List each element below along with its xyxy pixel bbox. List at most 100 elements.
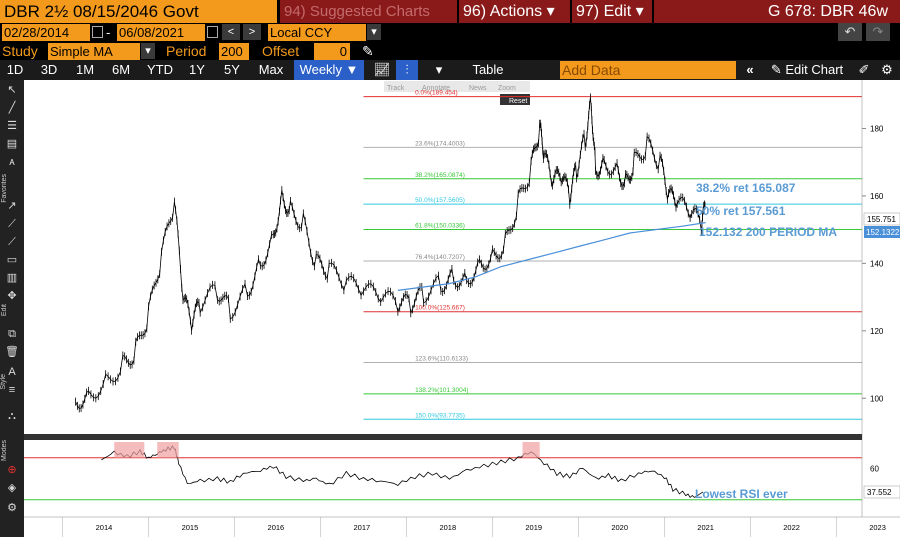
pencil-icon[interactable]: ✎ [362,43,374,59]
period-input[interactable]: 200 [219,43,249,60]
trend-tool-icon[interactable]: ⟋ [8,236,16,248]
currency-select[interactable]: Local CCY [268,24,366,41]
hline-tool-icon[interactable]: ▭ [6,254,18,266]
font-icon[interactable]: A [8,366,16,378]
period-button-1y[interactable]: 1Y [189,62,205,77]
ray-tool-icon[interactable]: ⟋ [8,218,16,230]
period-button-1m[interactable]: 1M [75,62,95,77]
fib-level-label: 76.4%(140.7207) [415,254,465,261]
mini-toolbar: Track Annotate News Zoom Reset [384,81,530,105]
collapse-icon[interactable]: « [746,62,754,77]
cursor-icon[interactable]: ↖ [7,84,17,96]
table-button[interactable]: Table [472,62,504,77]
time-axis-label: 2014 [96,523,113,532]
price-chart-svg[interactable]: Track Annotate News Zoom Reset 0.0%(189.… [24,80,900,537]
previous-period-button[interactable]: < [222,24,240,40]
vline-tool-icon[interactable]: ▥ [6,272,18,284]
time-axis-label: 2022 [783,523,800,532]
period-button-ytd[interactable]: YTD [147,62,173,77]
fib50-annotation: 50% ret 157.561 [696,204,786,218]
time-axis-label: 2016 [268,523,285,532]
text-tool-icon[interactable]: ᴀ [9,156,15,168]
modes-label: Modes [1,440,8,462]
calendar-icon[interactable] [207,26,218,38]
chevron-down-icon[interactable]: ▾ [367,24,381,40]
fib-level-label: 100.0%(125.667) [415,305,465,312]
edit-chart-button[interactable]: ✎ Edit Chart [764,60,850,80]
time-axis-label: 2017 [353,523,370,532]
reset-button[interactable]: Reset [509,98,527,105]
fib382-annotation: 38.2% ret 165.087 [696,181,796,195]
drawing-icon[interactable]: ✐ [858,62,870,77]
delete-icon[interactable]: 🗑︎ [5,346,19,358]
moving-average-line [397,222,706,291]
study-bar: Study Simple MA ▾ Period 200 Offset 0 ✎ [0,42,900,60]
price-axis-label: 180 [870,124,884,133]
study-type-select[interactable]: Simple MA [48,43,140,60]
rsi-line [101,445,704,499]
period-label: Period [166,43,207,59]
time-axis-label: 2018 [439,523,456,532]
next-period-button[interactable]: > [243,24,261,40]
ma-value-tag: 152.1322 [866,228,900,237]
panel-divider[interactable] [24,434,862,440]
rsi-value-tag: 37.552 [867,488,892,497]
ma-annotation: 152.132 200 PERIOD MA [699,225,837,239]
security-ticker[interactable]: DBR 2½ 08/15/2046 Govt [0,0,277,23]
chevron-down-icon[interactable]: ▾ [435,62,443,77]
fib-tool-icon[interactable]: ☰ [7,120,17,132]
period-button-5y[interactable]: 5Y [224,62,240,77]
copy-icon[interactable]: ⧉ [8,328,16,340]
crosshair-icon[interactable]: ⊕ [7,464,17,476]
track-button[interactable]: Track [387,85,405,92]
axes: 100 120 140 160 180 60 2014 2015 2016 2017 2018 201… [24,80,900,537]
start-date-field[interactable]: 02/28/2014 [2,24,90,41]
news-button[interactable]: News [469,85,487,92]
pencil-icon: ✎ [770,62,786,77]
suggested-charts-button[interactable]: 94) Suggested Charts [280,0,457,23]
line-style-icon[interactable]: ≡ [8,384,16,396]
edit-menu[interactable]: 97) Edit ▾ [572,0,652,23]
edit-label: Edit [1,304,8,317]
rsi-overbought-fill [114,442,145,458]
gear-icon[interactable]: ⚙ [881,62,893,77]
offset-label: Offset [262,43,300,59]
frequency-select[interactable]: Weekly ▼ [294,60,364,80]
calendar-icon[interactable] [92,26,103,38]
offset-input[interactable]: 0 [314,43,350,60]
actions-menu[interactable]: 96) Actions ▾ [459,0,570,23]
add-data-input[interactable]: Add Data [560,61,736,79]
annotate-button[interactable]: Annotate [422,85,450,92]
gear-icon[interactable]: ⚙ [7,502,17,514]
edit-chart-label: Edit Chart [785,62,844,77]
price-axis-label: 120 [870,327,884,336]
bar-chart-icon[interactable]: ⫶ [396,60,418,80]
end-date-field[interactable]: 06/08/2021 [117,24,205,41]
move-icon[interactable]: ✥ [7,290,17,302]
redo-icon[interactable]: ↷ [866,23,890,41]
chevron-down-icon[interactable]: ▾ [141,43,155,59]
time-axis-label: 2021 [697,523,714,532]
period-button-3d[interactable]: 3D [40,62,58,77]
chart-area[interactable]: Track Annotate News Zoom Reset 0.0%(189.… [24,80,900,537]
price-axis-label: 100 [870,394,884,403]
magnet-icon[interactable]: ⛬ [8,410,16,422]
fib-level-label: 150.0%(93.7735) [415,412,465,419]
period-button-max[interactable]: Max [258,62,284,77]
line-tool-icon[interactable]: ╱ [8,102,16,114]
fib-level-label: 38.2%(165.0874) [415,172,465,179]
fib-level-label: 123.6%(110.6133) [415,355,468,362]
period-button-1d[interactable]: 1D [6,62,24,77]
time-axis-label: 2020 [611,523,628,532]
channel-tool-icon[interactable]: ▤ [6,138,18,150]
layers-icon[interactable]: ◈ [7,482,17,494]
rsi-annotation: Lowest RSI ever [695,487,788,501]
arrow-tool-icon[interactable]: ↗ [7,200,17,212]
period-button-6m[interactable]: 6M [111,62,131,77]
style-label: Style [0,374,7,390]
zoom-button[interactable]: Zoom [498,85,516,92]
time-axis-label: 2023 [869,523,886,532]
line-chart-icon[interactable]: 📈︎ [373,62,391,77]
date-range-bar: 02/28/2014 - 06/08/2021 < > Local CCY ▾ … [0,23,900,42]
undo-icon[interactable]: ↶ [838,23,862,41]
